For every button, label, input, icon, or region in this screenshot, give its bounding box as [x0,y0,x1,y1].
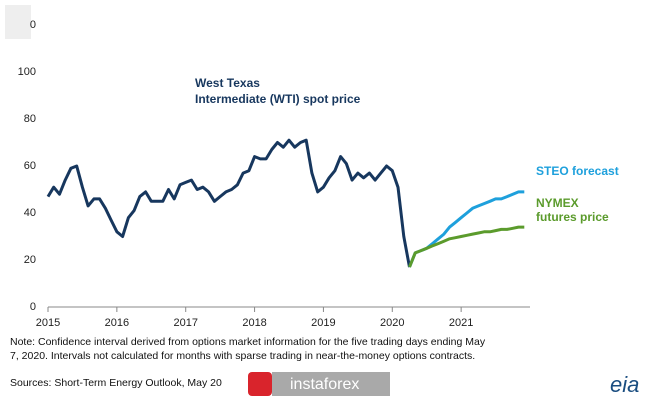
crop-artifact [5,5,31,39]
x-tick-label: 2018 [242,317,266,329]
series-line [46,138,411,268]
y-tick-label: 100 [18,66,36,78]
note: 7, 2020. Intervals not calculated for mo… [10,350,475,362]
y-tick-label: 40 [24,207,36,219]
source: Sources: Short-Term Energy Outlook, May … [10,377,222,389]
series-label: NYMEX futures price [536,196,609,224]
x-tick-label: 2016 [105,317,129,329]
note: Note: Confidence interval derived from o… [10,336,486,348]
watermark-bg [272,372,390,396]
series-label: West Texas Intermediate (WTI) spot price [195,76,361,106]
series-label: STEO forecast [536,164,619,178]
series-label-line: West Texas [195,76,260,90]
logo: eia [610,372,639,397]
series-label-line: Intermediate (WTI) spot price [195,92,361,106]
x-tick-label: 2021 [449,317,473,329]
series-label-line: futures price [536,210,609,224]
x-tick-label: 2019 [311,317,335,329]
y-tick-label: 80 [24,113,36,125]
y-tick-label: 0 [30,301,36,313]
watermark-icon [248,372,272,396]
x-tick-label: 2020 [380,317,404,329]
x-tick-label: 2015 [36,317,60,329]
watermark: instaforex [290,376,359,393]
series-line [408,225,525,268]
y-tick-label: 0 [30,19,36,31]
y-tick-label: 20 [24,254,36,266]
series-label-line: NYMEX [536,196,579,210]
x-tick-label: 2017 [173,317,197,329]
y-tick-label: 60 [24,160,36,172]
